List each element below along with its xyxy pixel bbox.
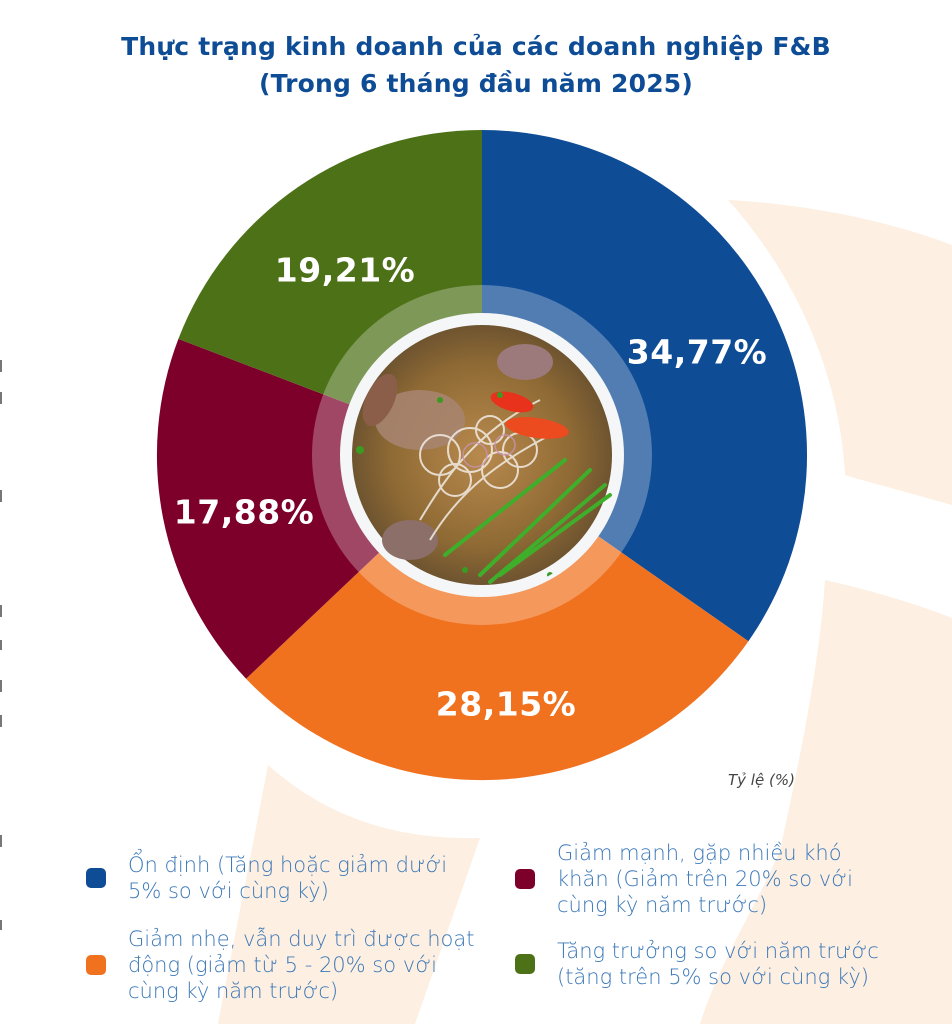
pho-bowl-image xyxy=(340,313,624,597)
legend-swatch-maroon-icon xyxy=(515,869,535,889)
legend-text: Giảm mạnh, gặp nhiều khó khăn (Giảm trên… xyxy=(557,841,853,917)
unit-label: Tỷ lệ (%) xyxy=(728,771,795,789)
legend-text: Ổn định (Tăng hoặc giảm dưới 5% so với c… xyxy=(128,853,448,903)
chart-title: Thực trạng kinh doanh của các doanh nghi… xyxy=(0,28,952,102)
legend-item-slight-decline: Giảm nhẹ, vẫn duy trì được hoạt động (gi… xyxy=(86,926,474,1004)
slice-label-growth: 19,21% xyxy=(274,250,416,290)
slice-label-sharp-decline: 17,88% xyxy=(173,492,315,532)
chart-title-line-1: Thực trạng kinh doanh của các doanh nghi… xyxy=(121,32,831,61)
legend-text: Tăng trưởng so với năm trước (tăng trên … xyxy=(557,939,879,989)
legend-item-growth: Tăng trưởng so với năm trước (tăng trên … xyxy=(515,938,879,990)
legend-text: Giảm nhẹ, vẫn duy trì được hoạt động (gi… xyxy=(128,927,475,1003)
legend-item-stable: Ổn định (Tăng hoặc giảm dưới 5% so với c… xyxy=(86,852,447,904)
legend-swatch-orange-icon xyxy=(86,955,106,975)
slice-slight-decline xyxy=(246,455,749,781)
slice-label-stable: 34,77% xyxy=(626,332,768,372)
legend-swatch-green-icon xyxy=(515,954,535,974)
legend-swatch-blue-icon xyxy=(86,868,106,888)
chart-title-line-2: (Trong 6 tháng đầu năm 2025) xyxy=(258,69,694,98)
slice-label-slight-decline: 28,15% xyxy=(435,684,577,724)
slice-sharp-decline xyxy=(156,338,482,679)
slice-stable xyxy=(482,130,808,642)
left-edge-artifacts xyxy=(0,340,3,940)
legend-item-sharp-decline: Giảm mạnh, gặp nhiều khó khăn (Giảm trên… xyxy=(515,840,853,918)
